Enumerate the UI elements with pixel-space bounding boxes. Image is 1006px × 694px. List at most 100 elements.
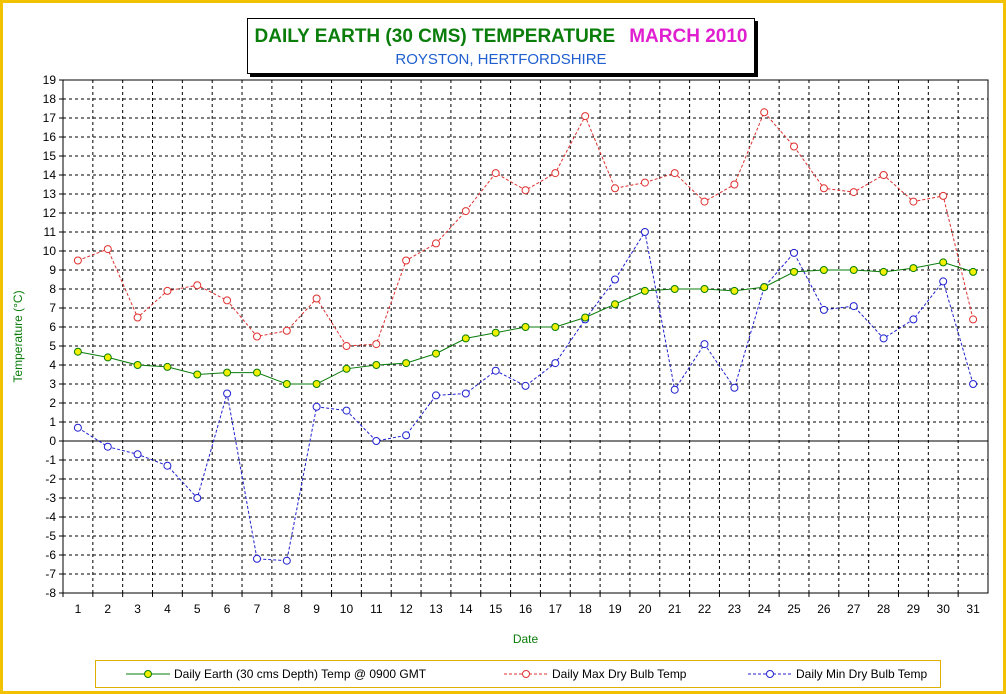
data-point-series-2 <box>312 402 321 411</box>
x-tick-label: 27 <box>847 602 861 616</box>
data-point-series-1 <box>521 186 530 195</box>
y-tick-label: 5 <box>49 339 56 353</box>
x-tick-label: 24 <box>758 602 772 616</box>
legend-item-min: Daily Min Dry Bulb Temp <box>748 661 927 687</box>
data-point-series-2 <box>342 406 351 415</box>
y-tick-label: -3 <box>45 491 56 505</box>
y-tick-label: -8 <box>45 586 56 600</box>
data-point-series-1 <box>491 169 500 178</box>
y-tick-label: 6 <box>49 320 56 334</box>
data-point-series-2 <box>223 389 232 398</box>
y-tick-label: -6 <box>45 548 56 562</box>
y-tick-label: 10 <box>43 244 57 258</box>
y-tick-label: 19 <box>43 73 57 87</box>
data-point-series-1 <box>969 315 978 324</box>
data-point-series-2 <box>193 494 202 502</box>
chart-subtitle: ROYSTON, HERTFORDSHIRE <box>395 51 607 68</box>
data-point-series-2 <box>819 305 828 314</box>
data-point-series-2 <box>909 315 918 324</box>
data-point-series-0 <box>700 285 709 293</box>
y-tick-label: 18 <box>43 92 57 106</box>
data-point-series-0 <box>670 285 679 293</box>
data-point-series-0 <box>461 334 470 343</box>
data-point-series-1 <box>193 281 202 290</box>
data-point-series-2 <box>73 423 82 432</box>
data-point-series-0 <box>909 264 918 273</box>
data-point-series-1 <box>372 340 381 349</box>
data-point-series-1 <box>253 332 261 341</box>
data-point-series-0 <box>879 267 888 276</box>
x-tick-label: 7 <box>254 602 261 616</box>
x-tick-label: 13 <box>429 602 443 616</box>
data-point-series-0 <box>73 347 82 356</box>
y-tick-label: 11 <box>44 225 57 239</box>
legend-min-swatch <box>748 670 792 678</box>
data-point-series-2 <box>103 442 112 451</box>
y-tick-label: 7 <box>49 301 56 315</box>
data-point-series-0 <box>372 361 381 369</box>
data-point-series-1 <box>849 188 858 197</box>
y-tick-label: 1 <box>49 415 56 429</box>
data-point-series-1 <box>730 180 739 189</box>
x-tick-label: 29 <box>907 602 921 616</box>
data-point-series-0 <box>551 323 560 331</box>
data-point-series-2 <box>253 554 261 563</box>
data-point-series-0 <box>432 349 440 358</box>
x-tick-label: 19 <box>608 602 622 616</box>
data-point-series-2 <box>730 383 739 392</box>
x-axis-title: Date <box>513 632 539 646</box>
data-point-series-1 <box>432 239 440 248</box>
y-tick-label: 0 <box>49 434 56 448</box>
data-point-series-0 <box>581 313 590 322</box>
data-point-series-2 <box>790 248 798 257</box>
data-point-series-2 <box>551 359 560 368</box>
x-tick-label: 16 <box>519 602 533 616</box>
data-point-series-0 <box>253 368 261 377</box>
data-point-series-1 <box>312 294 321 303</box>
data-point-series-0 <box>402 359 411 368</box>
data-point-series-2 <box>432 391 440 400</box>
data-point-series-0 <box>790 267 798 276</box>
data-point-series-2 <box>282 556 291 565</box>
legend-max-label: Daily Max Dry Bulb Temp <box>552 667 687 681</box>
data-point-series-2 <box>402 431 411 440</box>
data-point-series-0 <box>103 353 112 362</box>
chart-title-month: MARCH 2010 <box>629 26 748 47</box>
data-point-series-2 <box>700 340 709 349</box>
data-point-series-0 <box>969 267 978 276</box>
x-tick-label: 31 <box>966 602 980 616</box>
data-point-series-2 <box>879 334 888 343</box>
x-tick-label: 9 <box>313 602 320 616</box>
data-point-series-0 <box>342 364 351 373</box>
data-point-series-0 <box>760 283 769 292</box>
data-point-series-2 <box>521 381 530 390</box>
data-point-series-0 <box>223 368 232 377</box>
x-tick-label: 18 <box>578 602 592 616</box>
chart-title-box: DAILY EARTH (30 CMS) TEMPERATURE MARCH 20… <box>247 18 755 74</box>
legend-item-earth: Daily Earth (30 cms Depth) Temp @ 0900 G… <box>126 661 426 687</box>
y-tick-label: 4 <box>49 358 56 372</box>
data-point-series-2 <box>461 389 470 398</box>
data-point-series-1 <box>939 191 948 200</box>
data-point-series-2 <box>969 380 978 388</box>
y-tick-label: -7 <box>45 567 56 581</box>
x-tick-label: 26 <box>817 602 831 616</box>
data-point-series-0 <box>640 286 649 295</box>
x-tick-label: 21 <box>668 602 682 616</box>
x-tick-label: 11 <box>370 602 383 616</box>
data-point-series-1 <box>700 197 709 206</box>
data-point-series-0 <box>193 370 202 379</box>
chart-title: DAILY EARTH (30 CMS) TEMPERATURE MARCH 20… <box>248 26 754 48</box>
data-point-series-0 <box>939 258 948 267</box>
y-tick-label: 17 <box>43 111 57 125</box>
y-tick-label: -5 <box>45 529 56 543</box>
x-tick-label: 15 <box>489 602 503 616</box>
data-point-series-1 <box>640 178 649 187</box>
x-tick-label: 14 <box>459 602 473 616</box>
data-point-series-1 <box>163 286 172 295</box>
y-tick-label: 3 <box>49 377 56 391</box>
y-tick-label: 14 <box>43 168 57 182</box>
x-tick-label: 25 <box>787 602 801 616</box>
x-tick-label: 22 <box>698 602 712 616</box>
data-point-series-2 <box>491 366 500 375</box>
